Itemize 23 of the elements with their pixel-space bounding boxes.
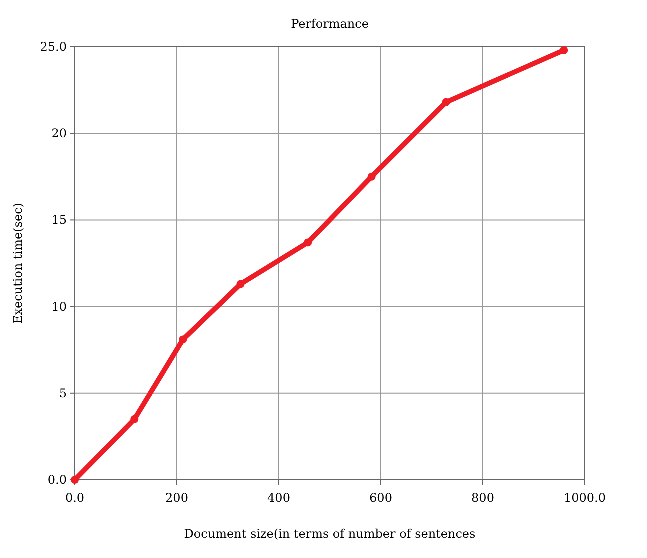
- point: [71, 476, 79, 484]
- x-tick-label: 400: [268, 491, 290, 505]
- point: [442, 98, 450, 106]
- y-tick-label: 0.0: [48, 473, 67, 487]
- x-tick-label: 200: [166, 491, 188, 505]
- point: [368, 172, 376, 181]
- x-tick-label: 0.0: [65, 491, 85, 505]
- point: [179, 336, 188, 344]
- y-tick-label: 20: [52, 126, 67, 141]
- point: [560, 46, 568, 54]
- x-tick-label: 1000.0: [564, 491, 606, 505]
- chart-title: Performance: [291, 17, 369, 31]
- point: [304, 238, 312, 247]
- y-tick-label: 5: [59, 386, 67, 400]
- y-tick-label: 10: [52, 300, 67, 314]
- x-axis-title: Document size(in terms of number of sentences: [184, 527, 476, 541]
- y-axis-title: Execution time(sec): [11, 203, 25, 324]
- y-tick-label: 15: [52, 213, 67, 228]
- point: [236, 280, 245, 288]
- x-tick-label: 800: [472, 491, 494, 505]
- point: [130, 415, 139, 424]
- x-tick-label: 600: [370, 491, 392, 505]
- y-tick-label: 25.0: [40, 40, 67, 54]
